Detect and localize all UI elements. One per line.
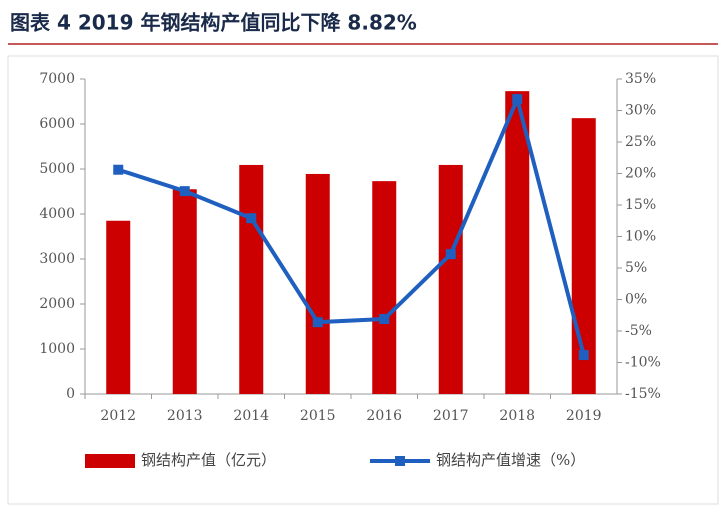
y-tick-label: 4000 (39, 206, 75, 222)
line-marker (246, 213, 257, 224)
chart-frame (7, 55, 719, 505)
chart-title: 图表 4 2019 年钢结构产值同比下降 8.82% (10, 11, 417, 35)
bar (172, 189, 197, 394)
legend-label: 钢结构产值增速（%） (436, 451, 585, 469)
line-marker (113, 164, 124, 175)
line-marker (379, 314, 390, 325)
y2-tick-label: 25% (625, 134, 656, 150)
line-marker (578, 350, 589, 361)
y-tick-label: 7000 (39, 71, 75, 87)
x-tick-label: 2019 (566, 408, 602, 424)
bar (106, 220, 131, 394)
bar (239, 164, 264, 394)
y2-tick-label: -5% (625, 323, 652, 339)
line-marker (512, 94, 523, 105)
y-tick-label: 2000 (39, 296, 75, 312)
x-tick-label: 2012 (100, 408, 136, 424)
line-marker (312, 317, 323, 328)
legend-label: 钢结构产值（亿元） (141, 451, 276, 469)
x-tick-label: 2016 (366, 408, 402, 424)
y2-tick-label: 5% (625, 260, 647, 276)
y-tick-label: 6000 (39, 116, 75, 132)
y2-tick-label: -15% (625, 386, 661, 402)
line-marker (445, 249, 456, 260)
y2-tick-label: -10% (625, 355, 661, 371)
legend-swatch (395, 456, 405, 466)
y2-tick-label: 30% (625, 103, 656, 119)
x-tick-label: 2014 (233, 408, 269, 424)
x-tick-label: 2015 (300, 408, 336, 424)
bar (438, 164, 463, 394)
y2-tick-label: 35% (625, 71, 656, 87)
y-tick-label: 5000 (39, 161, 75, 177)
y-tick-label: 1000 (39, 341, 75, 357)
x-tick-label: 2013 (167, 408, 203, 424)
y2-tick-label: 20% (625, 166, 656, 182)
bar (305, 173, 330, 394)
y2-tick-label: 15% (625, 197, 656, 213)
x-tick-label: 2018 (499, 408, 535, 424)
bar (505, 91, 530, 395)
bar (372, 181, 397, 394)
line-marker (179, 186, 190, 197)
y2-tick-label: 0% (625, 292, 647, 308)
legend-swatch (85, 454, 135, 468)
line (117, 93, 586, 356)
y-tick-label: 3000 (39, 251, 75, 267)
x-tick-label: 2017 (433, 408, 469, 424)
y2-tick-label: 10% (625, 229, 656, 245)
y-tick-label: 0 (66, 386, 75, 402)
